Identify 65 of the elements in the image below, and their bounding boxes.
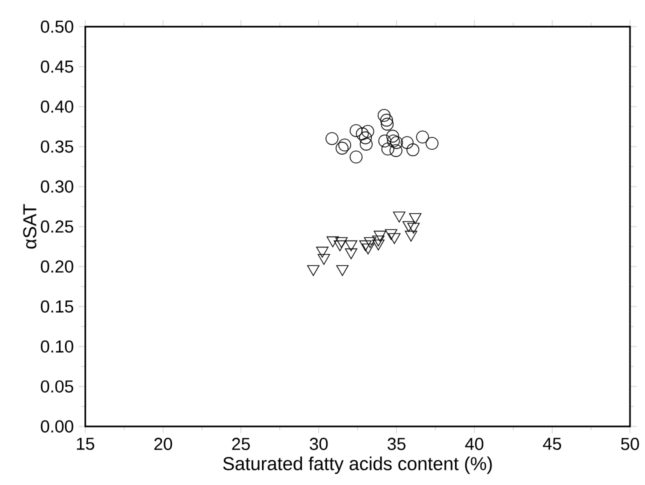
point bbox=[364, 237, 376, 248]
point bbox=[374, 230, 386, 242]
point bbox=[390, 136, 403, 149]
point bbox=[344, 248, 358, 260]
point bbox=[362, 244, 374, 254]
x-tick-label: 35 bbox=[388, 438, 406, 450]
point bbox=[336, 142, 348, 155]
y-tick-label: 0.20 bbox=[40, 260, 74, 273]
y-axis-title: αSAT bbox=[23, 204, 36, 249]
point bbox=[326, 132, 338, 145]
x-tick-label: 45 bbox=[542, 438, 562, 450]
point bbox=[409, 213, 422, 224]
point bbox=[360, 138, 373, 151]
point bbox=[350, 150, 362, 164]
point bbox=[359, 131, 372, 144]
x-tick-label: 40 bbox=[465, 438, 484, 450]
y-tick-label: 0.45 bbox=[40, 60, 74, 73]
y-tick-label: 0.50 bbox=[40, 20, 74, 33]
point bbox=[388, 233, 401, 244]
y-tick-label: 0.05 bbox=[40, 380, 74, 393]
point bbox=[406, 143, 420, 156]
y-tick-label: 0.15 bbox=[40, 300, 74, 313]
y-tick-label: 0.40 bbox=[40, 100, 74, 113]
x-tick-label: 30 bbox=[310, 438, 328, 450]
point bbox=[387, 134, 400, 148]
point bbox=[378, 108, 391, 122]
point bbox=[359, 240, 372, 252]
y-tick-label: 0.25 bbox=[40, 220, 74, 233]
point bbox=[336, 265, 349, 276]
x-tick-label: 20 bbox=[154, 438, 172, 450]
point bbox=[381, 142, 394, 156]
point bbox=[307, 265, 320, 276]
y-tick-label: 0.30 bbox=[40, 180, 74, 193]
point bbox=[390, 144, 402, 157]
x-tick-label: 50 bbox=[621, 438, 639, 450]
x-tick-label: 15 bbox=[76, 438, 94, 450]
point bbox=[356, 127, 369, 140]
point bbox=[344, 240, 358, 252]
point bbox=[416, 130, 429, 144]
point bbox=[404, 230, 418, 242]
point bbox=[335, 237, 348, 248]
y-tick-label: 0.10 bbox=[40, 340, 74, 353]
point bbox=[338, 138, 352, 152]
point bbox=[407, 222, 420, 234]
y-tick-label: 0.35 bbox=[40, 140, 74, 153]
point bbox=[393, 212, 406, 222]
point bbox=[318, 254, 330, 265]
point bbox=[380, 118, 394, 131]
x-axis-title: Saturated fatty acids content (%) bbox=[223, 456, 492, 474]
point bbox=[402, 221, 415, 232]
point bbox=[426, 136, 438, 150]
point bbox=[372, 236, 385, 246]
point bbox=[350, 124, 362, 137]
point bbox=[380, 114, 393, 127]
point bbox=[316, 246, 328, 258]
point bbox=[386, 130, 400, 143]
point bbox=[361, 124, 374, 138]
point bbox=[378, 134, 392, 148]
point bbox=[334, 240, 346, 252]
point bbox=[384, 229, 398, 240]
y-tick-label: 0.00 bbox=[40, 420, 74, 433]
point bbox=[326, 236, 339, 248]
point bbox=[372, 240, 385, 250]
point bbox=[400, 136, 414, 149]
x-tick-label: 25 bbox=[232, 438, 250, 450]
